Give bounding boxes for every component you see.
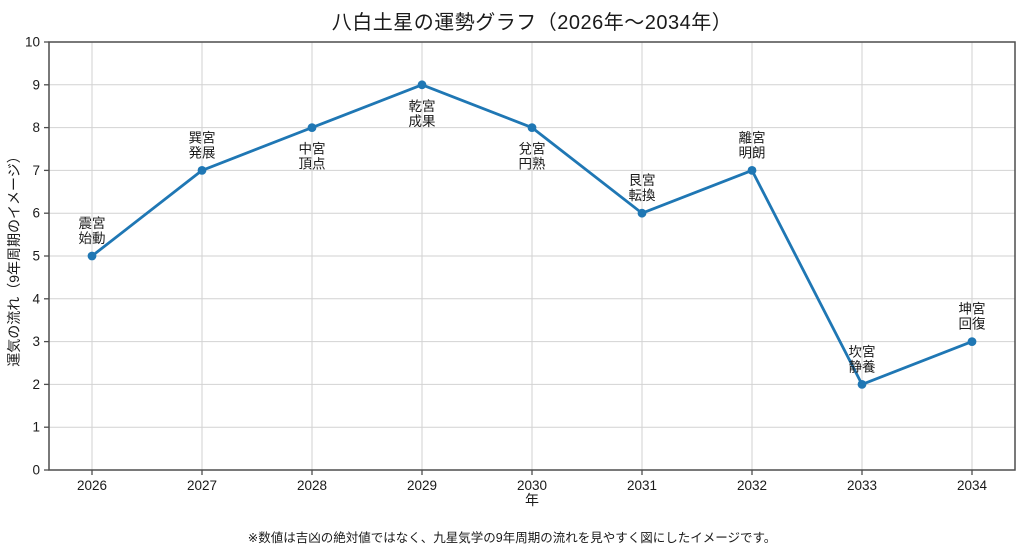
- y-tick-label: 10: [25, 35, 40, 50]
- data-point: [87, 251, 97, 261]
- x-tick-label: 2028: [297, 478, 327, 493]
- y-tick-label: 5: [32, 249, 40, 264]
- data-point: [747, 166, 757, 175]
- point-annotation: 震宮始動: [79, 216, 106, 246]
- point-annotation: 坎宮静養: [849, 344, 877, 374]
- point-annotation: 坤宮回復: [959, 302, 987, 332]
- tick-labels: 2026 2027 2028 2029 2030 2031 2032 2033 2034 0 1 2 3…: [25, 35, 988, 494]
- data-points: [87, 80, 977, 389]
- x-tick-label: 2027: [187, 478, 217, 493]
- gridlines: [49, 41, 1015, 471]
- y-tick-label: 0: [32, 463, 40, 478]
- point-annotation: 巽宮発展: [189, 130, 216, 160]
- y-tick-label: 2: [32, 377, 40, 392]
- x-tick-label: 2029: [407, 478, 437, 493]
- data-point: [417, 80, 427, 90]
- y-tick-label: 7: [32, 163, 40, 178]
- point-annotation: 兌宮円熟: [519, 142, 547, 172]
- point-annotation: 艮宮転換: [629, 173, 657, 203]
- y-tick-label: 6: [32, 206, 40, 221]
- x-axis-label: 年: [525, 492, 539, 508]
- data-point: [527, 123, 537, 132]
- data-point: [197, 166, 207, 175]
- data-point: [967, 337, 977, 346]
- plot-frame: [48, 41, 1016, 471]
- point-annotation: 乾宮成果: [409, 99, 436, 129]
- x-tick-label: 2034: [957, 478, 988, 493]
- chart-title: 八白土星の運勢グラフ（2026年〜2034年）: [331, 12, 733, 34]
- y-tick-label: 3: [32, 334, 40, 349]
- y-tick-label: 4: [32, 291, 40, 306]
- y-tick-label: 9: [32, 77, 40, 92]
- y-tick-label: 8: [32, 120, 40, 135]
- y-tick-label: 1: [32, 420, 40, 435]
- point-annotation: 離宮明朗: [739, 130, 766, 160]
- x-tick-label: 2030: [517, 478, 547, 493]
- data-point: [637, 208, 647, 218]
- x-tick-label: 2032: [737, 478, 767, 493]
- data-point: [307, 123, 317, 132]
- point-annotation: 中宮頂点: [299, 142, 326, 172]
- axis-ticks: [44, 41, 973, 475]
- data-point: [857, 380, 867, 389]
- footnote: ※数値は吉凶の絶対値ではなく、九星気学の9年周期の流れを見やすく図にしたイメージ…: [247, 531, 777, 545]
- x-tick-label: 2026: [77, 478, 107, 493]
- x-tick-label: 2031: [627, 478, 657, 493]
- x-tick-label: 2033: [847, 478, 877, 493]
